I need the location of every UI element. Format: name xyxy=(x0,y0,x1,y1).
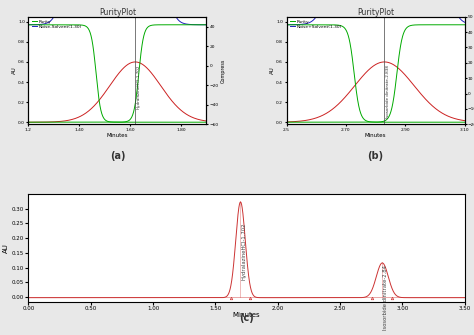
Y-axis label: AU: AU xyxy=(12,67,17,74)
Text: (b): (b) xyxy=(367,151,383,160)
X-axis label: Minutes: Minutes xyxy=(365,133,386,138)
Y-axis label: Compress: Compress xyxy=(220,58,226,83)
Y-axis label: AU: AU xyxy=(3,243,9,253)
Text: Isosorbide dinitrate-2.84: Isosorbide dinitrate-2.84 xyxy=(383,265,388,330)
Text: HydralazineHCl-1.702: HydralazineHCl-1.702 xyxy=(137,65,140,110)
Y-axis label: AU: AU xyxy=(270,67,275,74)
X-axis label: Minutes: Minutes xyxy=(107,133,128,138)
Text: Isosorbide dinitrate-2.838: Isosorbide dinitrate-2.838 xyxy=(386,65,390,118)
Legend: Purity, Noise-Solvent(1.30): Purity, Noise-Solvent(1.30) xyxy=(31,19,82,29)
Text: (c): (c) xyxy=(239,313,254,323)
Title: PurityPlot: PurityPlot xyxy=(357,8,394,17)
X-axis label: Minutes: Minutes xyxy=(233,312,260,318)
Title: PurityPlot: PurityPlot xyxy=(99,8,136,17)
Legend: Purity, Noise+Solvent(1.30): Purity, Noise+Solvent(1.30) xyxy=(289,19,342,29)
Text: (a): (a) xyxy=(109,151,125,160)
Text: HydralazineHCl-1.702: HydralazineHCl-1.702 xyxy=(241,222,246,280)
